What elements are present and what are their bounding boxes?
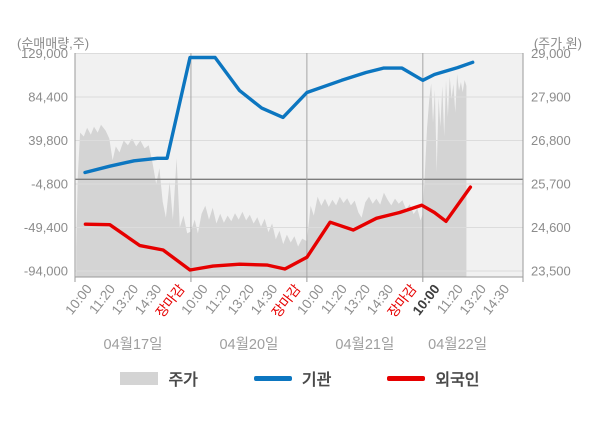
x-tick-label: 10:00 [294,282,327,318]
legend-label-price: 주가 [168,372,198,389]
price-area-swatch [120,371,159,385]
chart-legend: 주가 기관 외국인 [0,364,600,392]
x-tick-label: 10:00 [178,282,211,318]
right-axis-tick-label: 25,700 [531,177,571,192]
right-axis-tick-label: 26,800 [531,133,571,148]
date-label: 04월22일 [428,336,487,353]
right-axis-tick-label: 24,600 [531,220,571,235]
legend-label-institution: 기관 [301,372,332,389]
price-area-series [76,74,467,277]
left-axis-title: (순매매량,주) [17,36,90,51]
left-axis-tick-label: 129,000 [21,46,68,61]
foreigner-line-series [83,185,473,272]
date-label: 04월21일 [335,336,394,353]
right-axis-tick-label: 23,500 [531,264,571,279]
institution-line-series [83,55,475,175]
institution-line-swatch [253,375,292,381]
left-axis-tick-label: 39,800 [28,133,68,148]
foreigner-line-swatch [387,375,426,381]
right-axis-tick-label: 27,900 [531,90,571,105]
date-label: 04월20일 [219,336,278,353]
left-axis-tick-label: -94,000 [24,264,68,279]
right-axis-title: (주가,원) [533,36,582,51]
left-axis-tick-label: 84,400 [28,90,68,105]
right-axis-tick-label: 29,000 [531,46,571,61]
legend-label-foreigner: 외국인 [435,372,480,389]
legend-item-institution: 기관 [253,366,332,390]
x-tick-label: 10:00 [62,282,95,318]
legend-item-foreigner: 외국인 [387,366,480,390]
legend-item-price: 주가 [120,366,198,390]
left-axis-tick-label: -4,800 [31,177,68,192]
left-axis-tick-label: -49,400 [24,220,68,235]
date-label: 04월17일 [104,336,163,353]
x-tick-label: 14:30 [480,282,513,318]
